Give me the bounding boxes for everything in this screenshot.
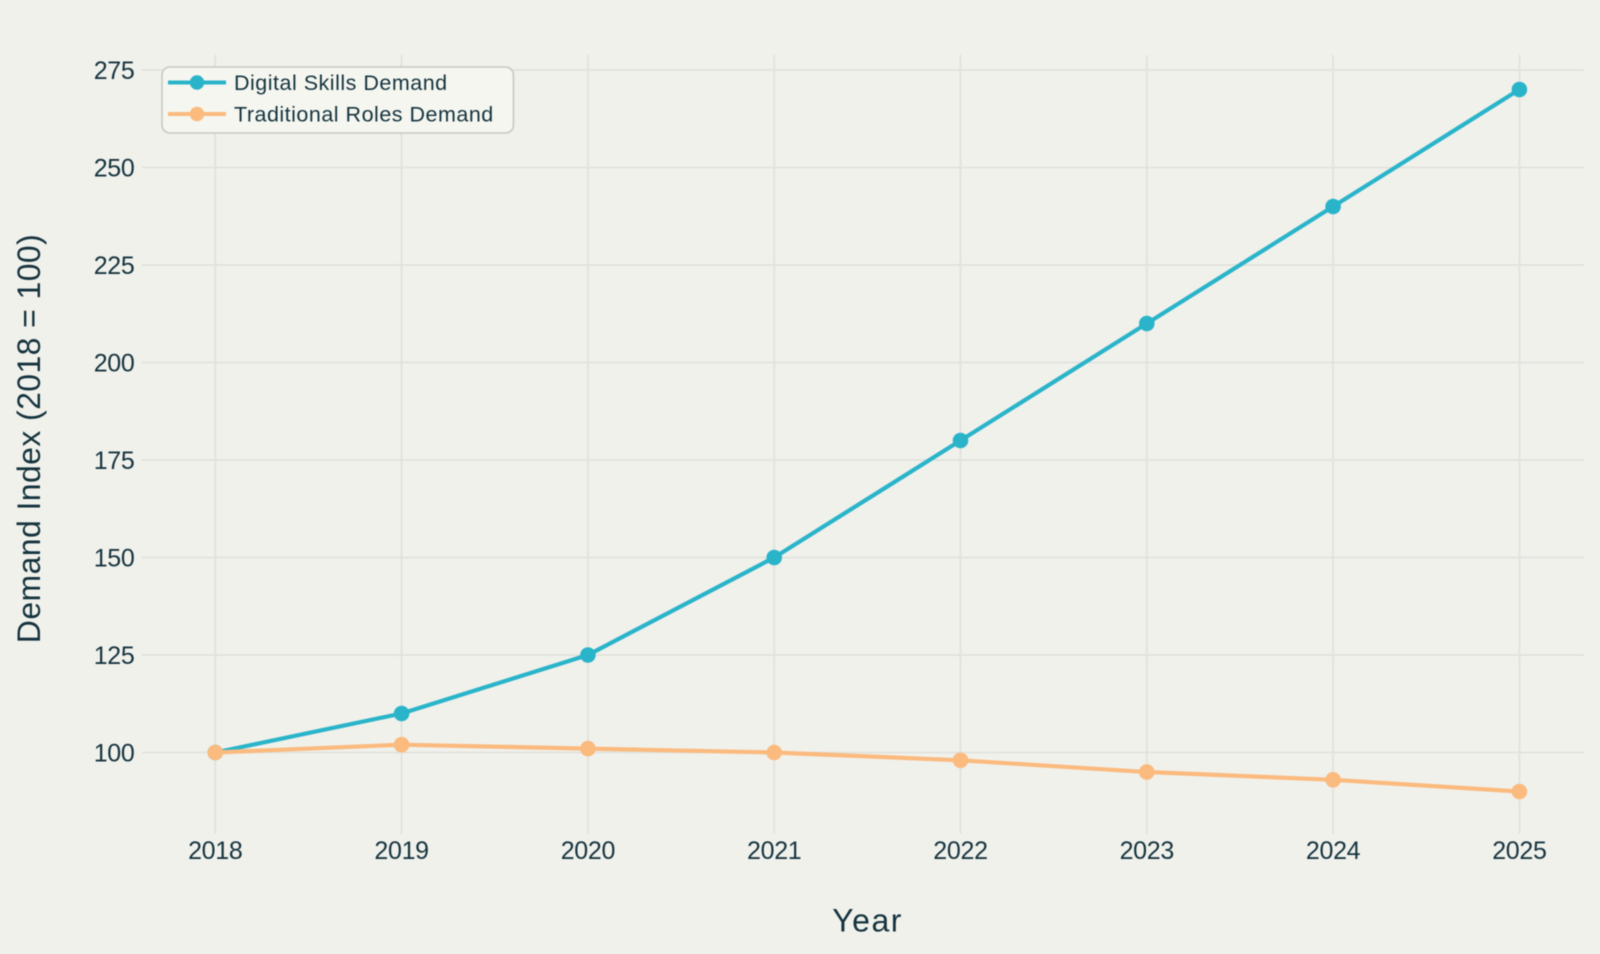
svg-text:125: 125 [94,642,135,670]
svg-text:150: 150 [94,545,135,573]
svg-text:2019: 2019 [374,837,428,865]
svg-text:2025: 2025 [1492,837,1546,865]
svg-text:Year: Year [832,903,903,939]
svg-text:200: 200 [94,350,135,378]
svg-text:2023: 2023 [1120,837,1174,865]
svg-text:2021: 2021 [747,837,801,865]
svg-text:175: 175 [94,447,135,475]
svg-text:2024: 2024 [1306,837,1361,865]
svg-text:2020: 2020 [561,837,615,865]
svg-text:250: 250 [94,155,135,183]
svg-text:225: 225 [94,252,135,280]
svg-text:100: 100 [94,740,135,768]
svg-text:Demand Index (2018 = 100): Demand Index (2018 = 100) [11,234,47,643]
svg-text:Traditional Roles Demand: Traditional Roles Demand [234,102,494,126]
svg-text:2022: 2022 [933,837,987,865]
svg-text:2018: 2018 [188,837,242,865]
svg-text:275: 275 [94,57,135,85]
svg-text:Digital Skills Demand: Digital Skills Demand [234,71,448,95]
